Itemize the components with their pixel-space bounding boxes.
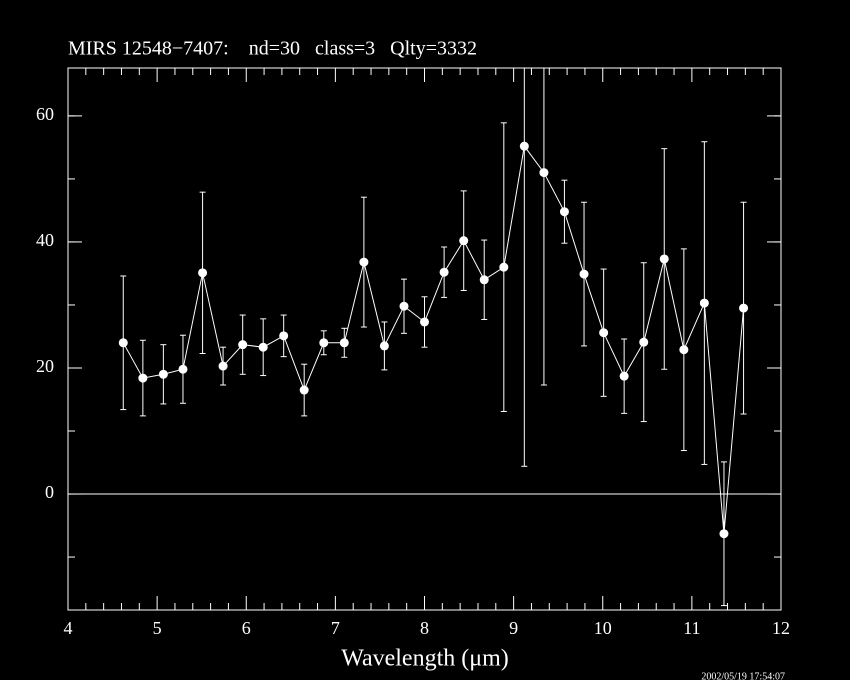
point — [158, 369, 168, 379]
point — [279, 331, 289, 341]
x-tick-label: 12 — [772, 618, 790, 638]
y-tick-label: 60 — [36, 104, 54, 124]
point — [559, 207, 569, 217]
chart-title: MIRS 12548−7407: nd=30 class=3 Qlty=3332 — [68, 38, 477, 60]
x-tick-label: 4 — [64, 618, 73, 638]
point — [639, 337, 649, 347]
y-tick-label: 0 — [45, 482, 54, 502]
x-axis-label: Wavelength (μm) — [341, 646, 509, 672]
x-tick-label: 6 — [242, 618, 251, 638]
x-tick-label: 11 — [683, 618, 700, 638]
point — [238, 340, 248, 350]
point — [439, 267, 449, 277]
point — [319, 338, 329, 348]
y-tick-label: 40 — [36, 230, 54, 250]
x-tick-label: 8 — [420, 618, 429, 638]
point — [659, 254, 669, 264]
point — [138, 373, 148, 383]
point — [579, 269, 589, 279]
timestamp: 2002/05/19 17:54:07 — [701, 671, 785, 680]
point — [519, 141, 529, 151]
y-tick-label: 20 — [36, 356, 54, 376]
point — [399, 301, 409, 311]
point — [218, 361, 228, 371]
point — [420, 317, 429, 327]
point — [619, 371, 629, 381]
point — [699, 298, 709, 308]
point — [299, 385, 309, 395]
point — [539, 168, 549, 178]
point — [198, 268, 208, 278]
point — [178, 364, 188, 374]
point — [118, 338, 128, 348]
x-tick-label: 5 — [153, 618, 162, 638]
point — [339, 338, 349, 348]
point — [499, 262, 509, 272]
point — [258, 342, 268, 352]
point — [459, 236, 469, 246]
point — [359, 257, 369, 267]
x-tick-label: 7 — [331, 618, 340, 638]
point — [479, 275, 489, 285]
point — [679, 345, 689, 355]
point — [719, 529, 729, 539]
x-tick-label: 10 — [594, 618, 612, 638]
point — [599, 328, 609, 338]
point — [739, 303, 749, 313]
point — [379, 341, 389, 351]
x-tick-label: 9 — [509, 618, 518, 638]
plot-area — [118, 68, 749, 607]
data-line — [122, 144, 745, 534]
